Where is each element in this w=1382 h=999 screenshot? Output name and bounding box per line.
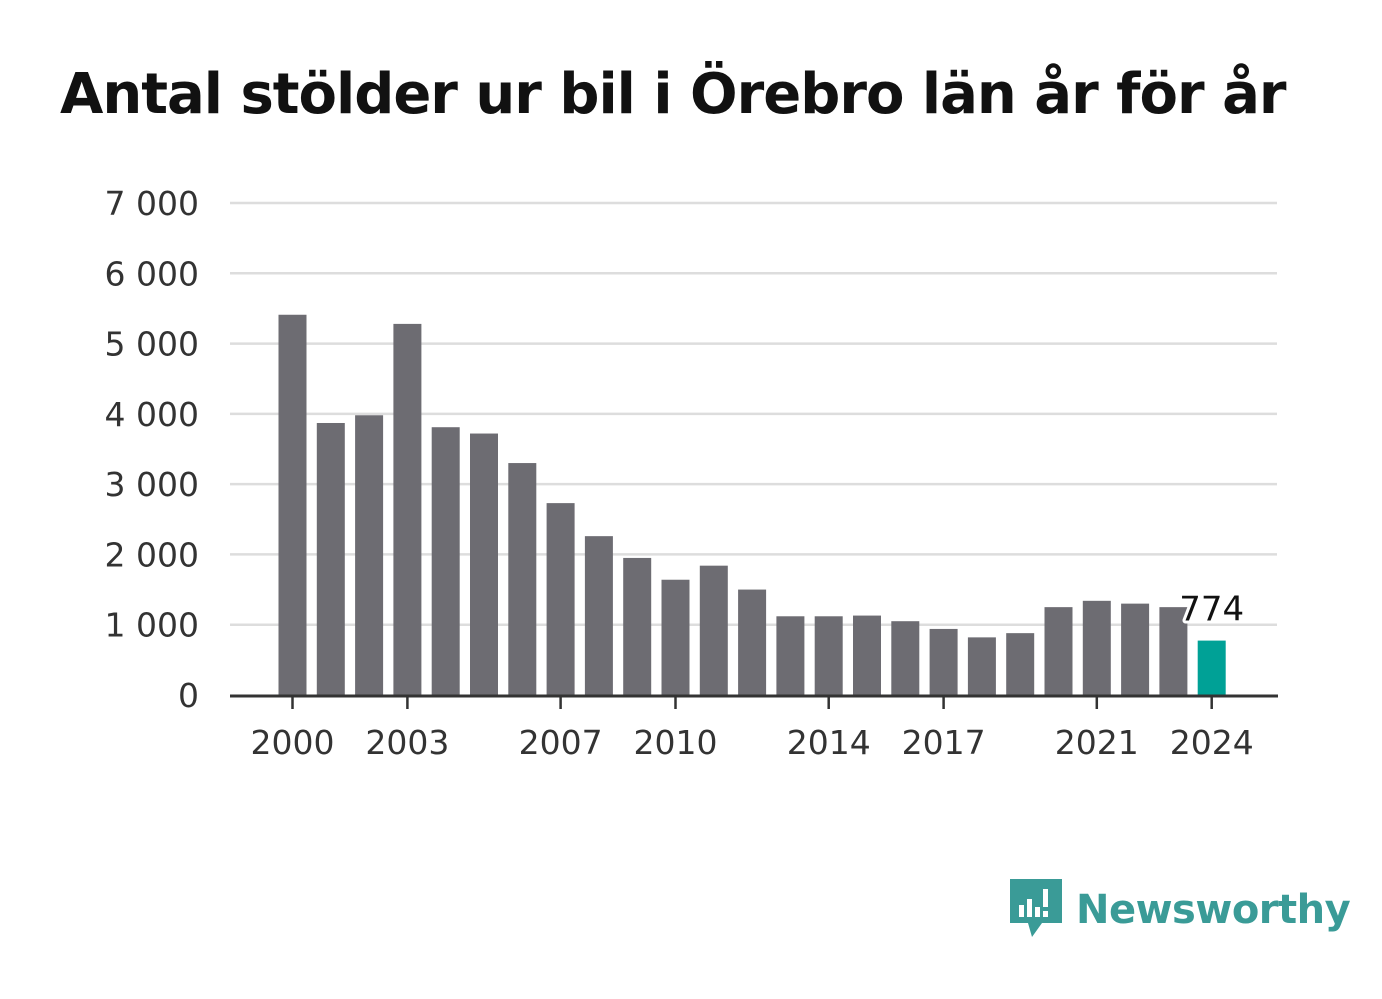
bars bbox=[278, 314, 1226, 695]
x-tick-label: 2021 bbox=[1055, 723, 1139, 762]
brand-logo: Newsworthy bbox=[1010, 878, 1351, 942]
y-tick-label: 0 bbox=[178, 676, 199, 715]
x-tick-label: 2010 bbox=[634, 723, 718, 762]
bar-2014 bbox=[814, 616, 843, 695]
bar-2004 bbox=[431, 427, 460, 695]
x-tick-label: 2007 bbox=[519, 723, 603, 762]
axes bbox=[230, 694, 1278, 709]
data-label-highlight: 774 bbox=[1179, 590, 1244, 630]
bar-2018 bbox=[967, 637, 996, 695]
bar-2023 bbox=[1159, 607, 1188, 695]
bar-2024 bbox=[1197, 640, 1226, 695]
labels: 0 1 000 2 000 3 000 4 000 5 000 6 000 7 000 2000… bbox=[105, 184, 1254, 762]
bar-2010 bbox=[661, 579, 690, 695]
bar-2001 bbox=[316, 422, 345, 695]
bar-2016 bbox=[891, 621, 920, 695]
bar-2020 bbox=[1044, 607, 1073, 695]
bar-2009 bbox=[623, 557, 652, 695]
chart-title: Antal stölder ur bil i Örebro län år för… bbox=[60, 62, 1287, 127]
bar-2013 bbox=[776, 616, 805, 695]
y-tick-label: 7 000 bbox=[105, 184, 199, 223]
x-tick-label: 2024 bbox=[1170, 723, 1254, 762]
bar-2005 bbox=[470, 433, 498, 695]
bar-2000 bbox=[278, 314, 307, 695]
bar-2002 bbox=[355, 415, 384, 695]
y-tick-label: 2 000 bbox=[105, 535, 199, 574]
x-tick-label: 2000 bbox=[251, 723, 335, 762]
bar-2021 bbox=[1082, 600, 1111, 695]
bar-2011 bbox=[699, 565, 728, 695]
bar-2008 bbox=[584, 536, 613, 695]
gridlines bbox=[230, 201, 1277, 626]
bar-2012 bbox=[738, 589, 767, 695]
bar-2015 bbox=[853, 615, 881, 695]
y-tick-label: 6 000 bbox=[105, 254, 199, 293]
bar-2003 bbox=[393, 323, 422, 695]
y-tick-label: 1 000 bbox=[105, 606, 199, 645]
x-tick-label: 2017 bbox=[902, 723, 986, 762]
newsworthy-logo-icon bbox=[1010, 879, 1062, 937]
bar-2007 bbox=[546, 503, 575, 695]
bar-2017 bbox=[929, 628, 958, 695]
bar-2022 bbox=[1121, 603, 1150, 695]
y-tick-label: 3 000 bbox=[105, 465, 199, 504]
x-tick-label: 2014 bbox=[787, 723, 871, 762]
brand-name: Newsworthy bbox=[1076, 887, 1351, 933]
bar-2006 bbox=[508, 463, 537, 695]
bar-2019 bbox=[1006, 633, 1035, 695]
x-tick-label: 2003 bbox=[365, 723, 449, 762]
y-tick-label: 4 000 bbox=[105, 395, 199, 434]
y-tick-label: 5 000 bbox=[105, 325, 199, 364]
